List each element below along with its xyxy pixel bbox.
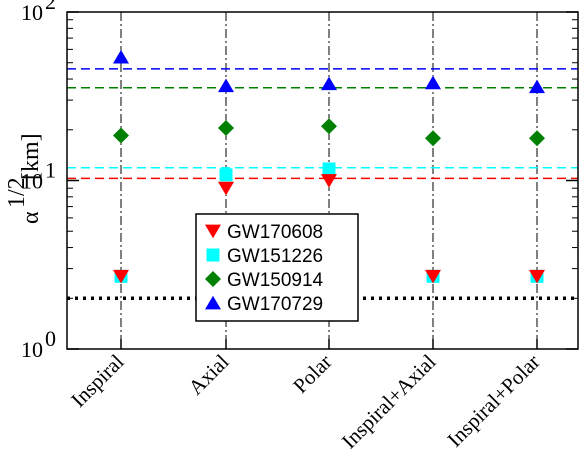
marker-GW170729-Inspiral+Polar (529, 79, 545, 94)
y-tick-label-exp-2: 2 (45, 0, 56, 14)
marker-GW150914-Inspiral+Axial (425, 130, 441, 147)
legend-label-GW170608: GW170608 (227, 222, 323, 243)
axis-layer (67, 11, 578, 350)
marker-GW170729-Inspiral (113, 49, 129, 64)
legend-marker-GW170729 (205, 295, 221, 310)
legend-marker-GW150914 (205, 271, 221, 287)
y-tick-label-1: 10 (21, 169, 43, 194)
legend-label-GW170729: GW170729 (227, 294, 323, 315)
y-axis-title-unit: [km] (18, 133, 44, 180)
marker-GW151226-Axial (219, 168, 233, 182)
x-tick-label-3: Inspiral+Axial (337, 349, 441, 453)
marker-GW170608-Polar (321, 174, 337, 188)
legend-marker-GW170608 (205, 224, 221, 239)
marker-GW150914-Inspiral (113, 127, 129, 144)
x-tick-label-4: Inspiral+Polar (442, 350, 544, 452)
y-axis-title-symbol: α (18, 211, 44, 224)
legend-marker-GW151226 (206, 248, 220, 262)
legend-label-GW150914: GW150914 (227, 270, 324, 291)
y-axis-title-exponent: 1/2 (4, 177, 30, 208)
marker-GW170608-Inspiral+Polar (529, 269, 545, 284)
x-tick-label-0: Inspiral (66, 349, 128, 411)
marker-GW151226-Polar (322, 162, 336, 176)
y-axis-title: α 1/2[km] (4, 133, 44, 224)
marker-GW150914-Inspiral+Polar (529, 130, 545, 147)
legend-box (195, 213, 359, 322)
marker-GW150914-Polar (321, 118, 337, 135)
x-tick-label-1: Axial (184, 349, 234, 399)
y-tick-label-exp-0: 0 (45, 326, 56, 351)
marker-GW170608-Axial (218, 181, 234, 196)
data-markers (113, 49, 545, 284)
x-tick-label-2: Polar (288, 350, 336, 398)
y-tick-label-exp-1: 1 (45, 158, 56, 183)
marker-GW170608-Inspiral (113, 269, 129, 284)
marker-GW150914-Axial (218, 119, 234, 136)
marker-GW170729-Axial (218, 78, 234, 93)
y-tick-label-2: 10 (21, 0, 43, 25)
marker-GW170608-Inspiral+Axial (425, 269, 441, 284)
marker-GW170729-Inspiral+Axial (425, 75, 441, 90)
legend: GW170608 GW151226 GW150914 GW170729 (195, 213, 359, 322)
y-tick-label-0: 10 (21, 337, 43, 362)
legend-label-GW151226: GW151226 (227, 246, 323, 267)
marker-GW170729-Polar (321, 76, 337, 91)
